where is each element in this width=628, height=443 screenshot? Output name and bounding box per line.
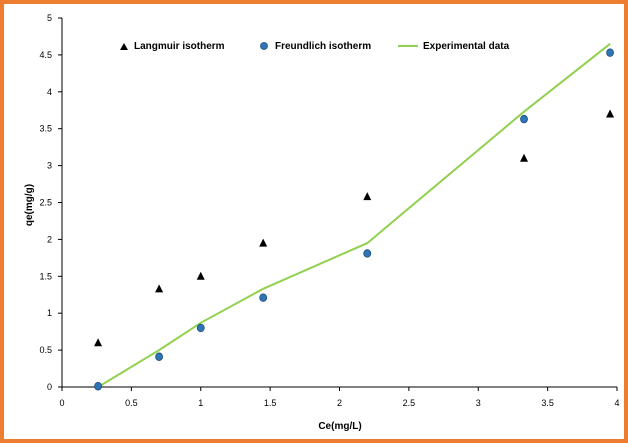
x-tick-label: 0	[59, 398, 64, 408]
legend-label-langmuir: Langmuir isotherm	[134, 41, 225, 52]
y-tick-label: 4	[47, 87, 52, 97]
legend-item-langmuir: Langmuir isotherm	[120, 41, 225, 52]
langmuir-point	[520, 153, 529, 162]
x-tick-label: 3.5	[541, 398, 554, 408]
x-tick-label: 1	[198, 398, 203, 408]
y-tick-label: 5	[47, 13, 52, 23]
y-tick-label: 1	[47, 308, 52, 318]
x-tick-label: 1.5	[264, 398, 277, 408]
legend-marker-triangle	[120, 43, 128, 50]
langmuir-point	[155, 284, 164, 293]
legend-item-freundlich: Freundlich isotherm	[260, 41, 371, 52]
legend-label-experimental: Experimental data	[423, 41, 510, 52]
freundlich-point	[259, 293, 268, 302]
freundlich-point	[94, 382, 102, 391]
axis-ticks: 0 0.5 1 1.5 2 2.5 3 3.5 4 0 0.5 1 1.5 2 2.5 3 3.5 4 4.5 5	[39, 13, 619, 408]
langmuir-point	[196, 271, 205, 280]
series-marks	[94, 43, 615, 391]
y-axis-title: qe(mg/g)	[24, 184, 35, 226]
experimental-data-line	[97, 43, 611, 388]
legend: Langmuir isotherm Freundlich isotherm Ex…	[120, 41, 510, 52]
y-tick-label: 0	[47, 382, 52, 392]
langmuir-point	[363, 192, 372, 201]
freundlich-point	[520, 114, 528, 124]
x-tick-label: 2	[337, 398, 342, 408]
freundlich-point	[363, 249, 372, 258]
y-tick-label: 2.5	[39, 198, 52, 208]
y-tick-label: 3.5	[39, 124, 52, 134]
legend-marker-circle	[260, 42, 268, 50]
legend-label-freundlich: Freundlich isotherm	[275, 41, 371, 52]
x-axis-title: Ce(mg/L)	[318, 421, 361, 432]
y-tick-label: 0.5	[39, 345, 52, 355]
freundlich-point	[196, 323, 205, 333]
x-tick-label: 4	[614, 398, 619, 408]
freundlich-point	[155, 352, 164, 361]
legend-item-experimental: Experimental data	[398, 41, 510, 52]
langmuir-point	[606, 109, 615, 118]
y-tick-label: 1.5	[39, 271, 52, 281]
x-tick-label: 0.5	[125, 398, 138, 408]
langmuir-point	[94, 338, 103, 347]
langmuir-point	[259, 238, 268, 247]
y-tick-label: 4.5	[39, 50, 52, 60]
x-tick-label: 3	[476, 398, 481, 408]
x-tick-label: 2.5	[403, 398, 416, 408]
freundlich-point	[606, 48, 614, 57]
y-tick-label: 2	[47, 234, 52, 244]
y-tick-label: 3	[47, 161, 52, 171]
